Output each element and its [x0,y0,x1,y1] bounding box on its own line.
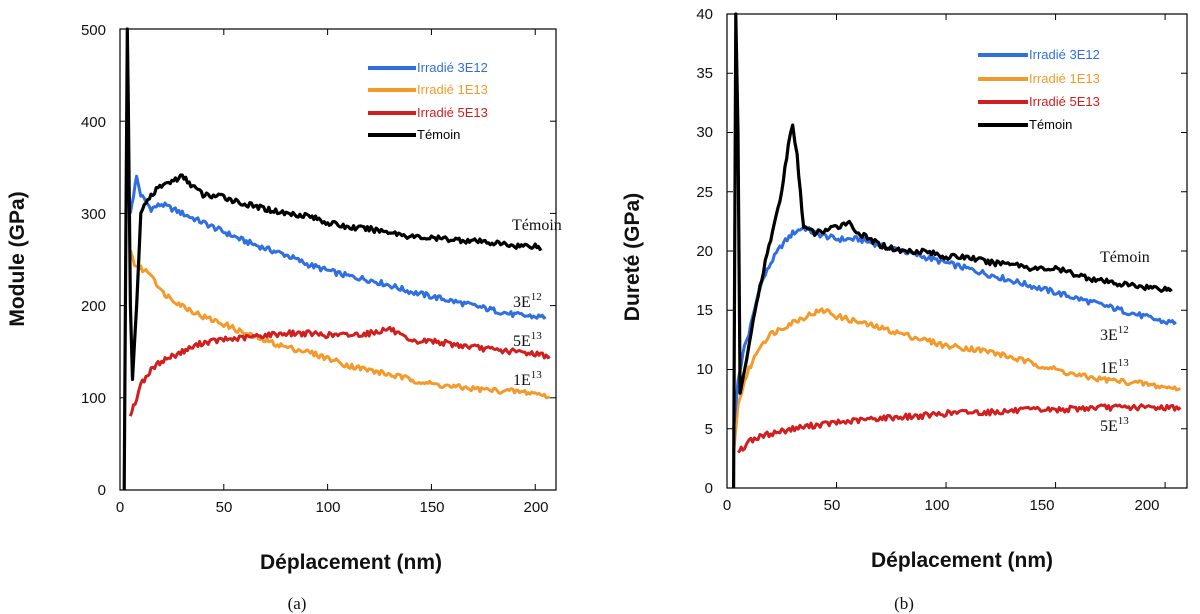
legend-label-3e12: Irradié 3E12 [1029,47,1100,62]
legend-label-1e13: Irradié 1E13 [1029,71,1100,86]
x-tick-label: 100 [924,497,949,514]
legend-label-1e13: Irradié 1E13 [417,82,488,97]
y-tick-label: 35 [696,65,713,82]
legend-b: Irradié 3E12 Irradié 1E13 Irradié 5E13 T… [978,47,1100,132]
annotation-sup: 13 [1118,415,1130,427]
series-line-irradi-5e13 [737,403,1182,454]
axis-ticks-a [119,28,556,491]
legend-label-5e13: Irradié 5E13 [1029,94,1100,109]
annotation-base: 5E [1100,418,1118,435]
y-axis-title-a: Module (GPa) [6,191,29,326]
annotation-sup: 13 [531,369,543,381]
y-tick-label: 15 [696,302,713,319]
x-tick-label: 50 [216,499,233,516]
y-tick-labels-a: 0 100 200 300 400 500 [81,22,106,499]
legend-label-temoin: Témoin [417,127,460,142]
y-tick-label: 0 [98,482,106,499]
y-tick-label: 10 [696,361,713,378]
panel-b: 0 5 10 15 20 25 30 35 40 0 50 100 150 20… [621,6,1188,613]
x-tick-labels-a: 0 50 100 150 200 [116,499,549,516]
y-tick-label: 25 [696,184,713,201]
annotation-base: 1E [513,372,531,389]
annotation-sup: 12 [531,291,542,303]
x-tick-label: 50 [824,497,841,514]
panel-caption-b: (b) [894,594,914,613]
panel-caption-a: (a) [288,594,307,613]
y-tick-label: 400 [81,114,106,131]
x-tick-label: 200 [523,499,548,516]
series-line-irradi-3e12 [128,174,547,320]
y-tick-label: 30 [696,124,713,141]
series-group-b [731,12,1182,489]
legend-label-temoin: Témoin [1029,117,1072,132]
legend-label-5e13: Irradié 5E13 [417,105,488,120]
y-tick-label: 100 [81,390,106,407]
annotation-1e13: 1E13 [513,369,542,389]
y-tick-label: 500 [81,22,106,39]
y-tick-label: 200 [81,298,106,315]
x-axis-title-a: Déplacement (nm) [260,551,442,574]
series-line-irradi-1e13 [128,249,551,400]
annotation-temoin: Témoin [512,217,562,234]
x-tick-labels-b: 0 50 100 150 200 [723,497,1160,514]
annotation-sup: 13 [531,330,543,342]
annotation-base: 5E [513,333,531,350]
y-axis-title-b: Dureté (GPa) [621,193,644,321]
x-axis-title-b: Déplacement (nm) [871,549,1053,572]
legend-a: Irradié 3E12 Irradié 1E13 Irradié 5E13 T… [368,60,488,142]
annotation-5e13: 5E13 [513,330,542,350]
annotation-sup: 12 [1118,324,1129,336]
x-tick-label: 0 [723,497,731,514]
curve-annotations-a: Témoin 3E12 5E13 1E13 [512,217,562,389]
series-line-t-moin [731,12,1173,489]
curve-annotations-b: Témoin 3E12 1E13 5E13 [1100,249,1150,435]
axis-ticks-b [726,13,1187,489]
legend-label-3e12: Irradié 3E12 [417,60,488,75]
series-line-irradi-5e13 [128,325,551,417]
y-tick-label: 20 [696,243,713,260]
y-tick-label: 300 [81,206,106,223]
annotation-1e13: 1E13 [1100,357,1129,377]
x-tick-label: 150 [1029,497,1054,514]
series-line-t-moin [122,27,543,491]
plot-frame-a [119,28,557,491]
annotation-temoin: Témoin [1100,249,1150,266]
x-tick-label: 0 [116,499,124,516]
y-tick-label: 40 [696,6,713,23]
annotation-5e13: 5E13 [1100,415,1129,435]
y-tick-label: 0 [705,480,713,497]
y-tick-label: 5 [705,421,713,438]
annotation-3e12: 3E12 [513,291,542,311]
y-tick-labels-b: 0 5 10 15 20 25 30 35 40 [696,6,713,497]
annotation-base: 3E [513,294,531,311]
annotation-sup: 13 [1118,357,1130,369]
x-tick-label: 100 [315,499,340,516]
annotation-base: 1E [1100,360,1118,377]
series-line-irradi-1e13 [732,307,1182,453]
annotation-3e12: 3E12 [1100,324,1129,344]
annotation-base: 3E [1100,327,1118,344]
x-tick-label: 150 [419,499,444,516]
panel-a: 0 100 200 300 400 500 0 50 100 150 200 I… [6,22,562,613]
x-tick-label: 200 [1134,497,1159,514]
series-group-a [122,27,551,491]
